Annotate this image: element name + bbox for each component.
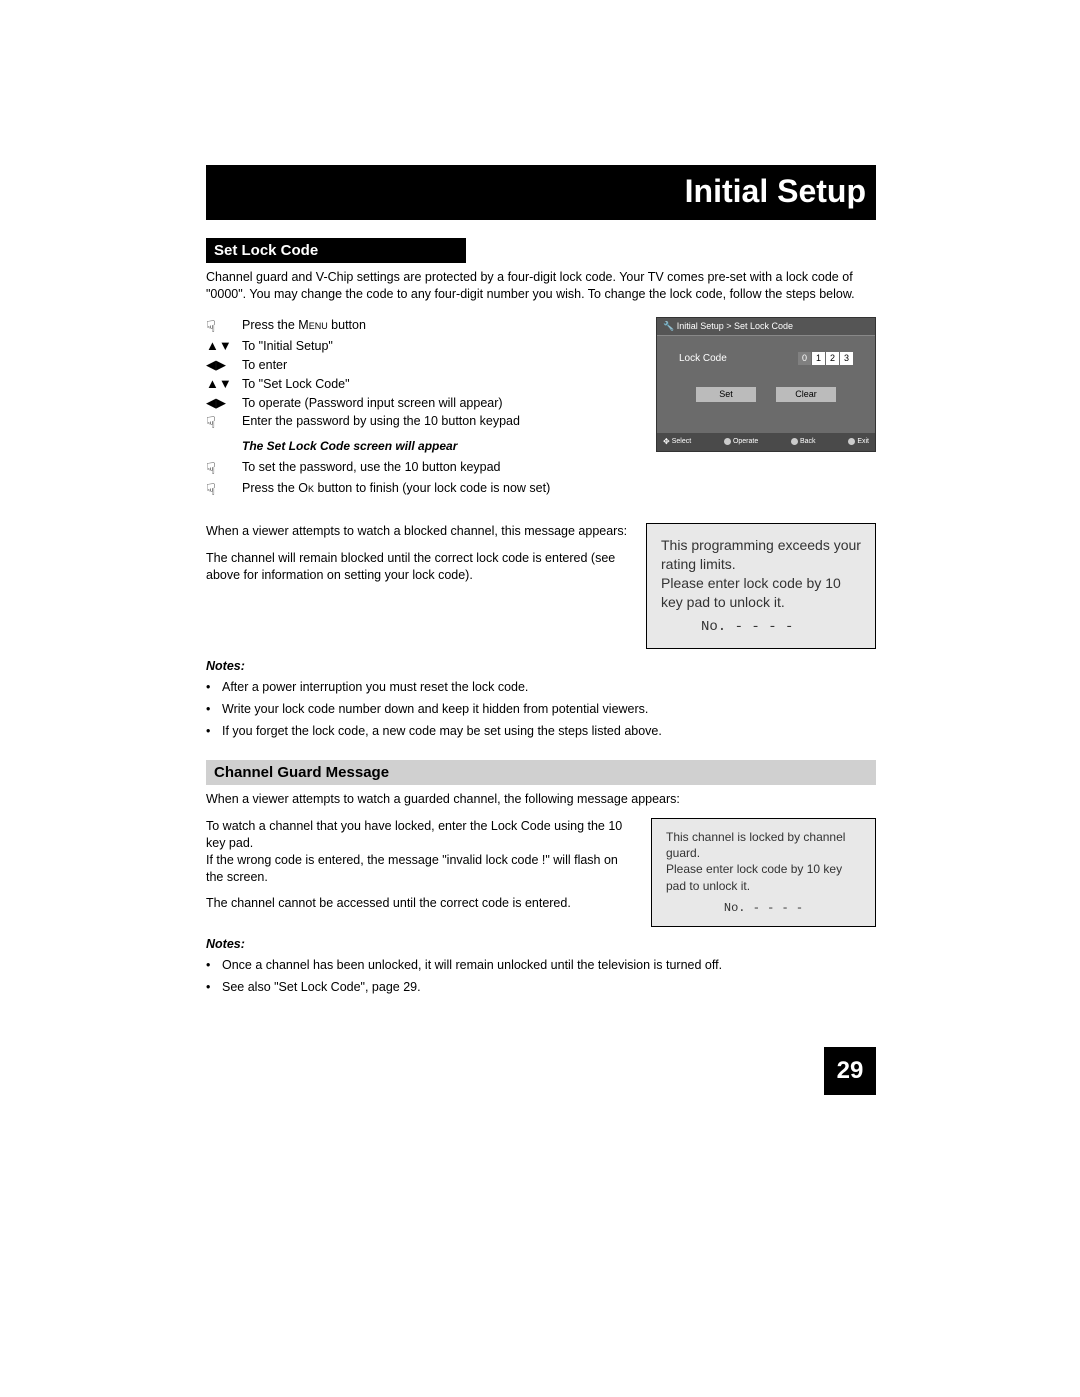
ss-digits: 0 1 2 3 — [798, 352, 853, 365]
step-text: To set the password, use the 10 button k… — [242, 459, 638, 476]
note-item: •Once a channel has been unlocked, it wi… — [206, 957, 876, 974]
italic-note: The Set Lock Code screen will appear — [242, 439, 638, 453]
note-item: •Write your lock code number down and ke… — [206, 701, 876, 718]
step-text: To "Set Lock Code" — [242, 376, 638, 393]
channel-guard-message-box: This channel is locked by channel guard.… — [651, 818, 876, 927]
leftright-icon: ◀▶ — [206, 395, 242, 411]
note-item: •After a power interruption you must res… — [206, 679, 876, 696]
steps-list: ☟ Press the Menu button ▲▼ To "Initial S… — [206, 317, 638, 501]
step-text: To operate (Password input screen will a… — [242, 395, 638, 412]
guard-p1: To watch a channel that you have locked,… — [206, 818, 633, 852]
blocked-paragraph-2: The channel will remain blocked until th… — [206, 550, 628, 584]
remote-icon: ☟ — [206, 460, 216, 479]
updown-icon: ▲▼ — [206, 338, 242, 354]
ss-set-button: Set — [696, 387, 756, 402]
note-item: •See also "Set Lock Code", page 29. — [206, 979, 876, 996]
tv-screenshot-lock-code: 🔧 Initial Setup > Set Lock Code Lock Cod… — [656, 317, 876, 452]
section1-intro: Channel guard and V-Chip settings are pr… — [206, 269, 876, 303]
guard-p3: The channel cannot be accessed until the… — [206, 895, 633, 912]
page-number: 29 — [824, 1047, 876, 1095]
remote-icon: ☟ — [206, 414, 216, 433]
ss-breadcrumb: 🔧 Initial Setup > Set Lock Code — [657, 318, 875, 336]
section-channel-guard-heading: Channel Guard Message — [206, 760, 876, 785]
step-text: Press the Menu button — [242, 317, 638, 334]
section-set-lock-code-heading: Set Lock Code — [206, 238, 466, 263]
step-text: Press the Ok button to finish (your lock… — [242, 480, 638, 497]
step-text: Enter the password by using the 10 butto… — [242, 413, 638, 430]
ss-clear-button: Clear — [776, 387, 836, 402]
leftright-icon: ◀▶ — [206, 357, 242, 373]
page-title: Initial Setup — [206, 165, 876, 220]
updown-icon: ▲▼ — [206, 376, 242, 392]
step-text: To enter — [242, 357, 638, 374]
ss-lock-label: Lock Code — [679, 353, 727, 364]
notes-heading-1: Notes: — [206, 659, 876, 673]
section2-intro: When a viewer attempts to watch a guarde… — [206, 791, 876, 808]
blocked-paragraph-1: When a viewer attempts to watch a blocke… — [206, 523, 628, 540]
rating-limit-message-box: This programming exceeds your rating lim… — [646, 523, 876, 649]
remote-icon: ☟ — [206, 481, 216, 500]
manual-page: Initial Setup Set Lock Code Channel guar… — [206, 165, 876, 1001]
guard-no-line: No. - - - - — [666, 900, 861, 916]
ss-footer: ✥ Select Operate Back Exit — [657, 433, 875, 451]
guard-p2: If the wrong code is entered, the messag… — [206, 852, 633, 886]
note-item: •If you forget the lock code, a new code… — [206, 723, 876, 740]
rating-no-line: No. - - - - — [661, 618, 861, 637]
remote-icon: ☟ — [206, 318, 216, 337]
notes-heading-2: Notes: — [206, 937, 876, 951]
step-text: To "Initial Setup" — [242, 338, 638, 355]
